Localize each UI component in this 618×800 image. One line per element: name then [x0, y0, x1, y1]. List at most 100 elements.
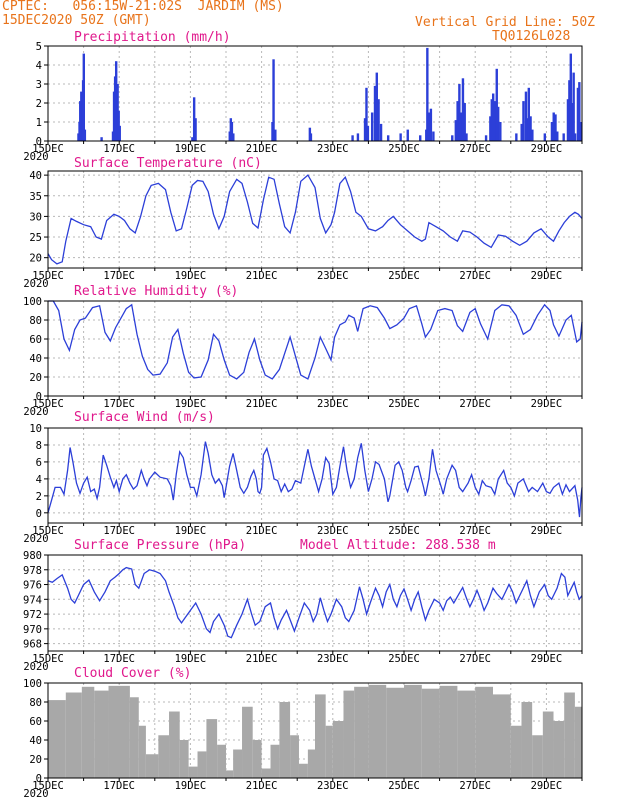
panel-6-ytick-label: 0	[36, 773, 42, 785]
panel-1-precip-bar	[419, 135, 422, 141]
panel-3-ytick-label: 20	[29, 372, 42, 384]
panel-6-ytick-label: 80	[29, 697, 42, 709]
panel-4-ytick-label: 10	[29, 423, 42, 435]
panel-6-cloud-bar	[188, 766, 198, 778]
panel-1-precip-bar	[571, 103, 574, 141]
panel-1-precip-bar	[272, 59, 275, 141]
panel-1-date-label: 25DEC	[388, 143, 420, 155]
panel-4-ytick-label: 2	[36, 491, 42, 503]
panel-6-ytick-label: 100	[23, 678, 42, 690]
panel-3-date-label: 29DEC	[531, 398, 563, 410]
panel-1-precip-bar	[579, 122, 582, 141]
panel-2-ytick-label: 40	[29, 170, 42, 182]
panel-4-date-label: 21DEC	[246, 525, 278, 537]
panel-6-year-label: 2020	[23, 788, 48, 800]
panel-3-date-label: 21DEC	[246, 398, 278, 410]
panel-6-cloud-bar	[158, 735, 170, 778]
panel-2-date-label: 21DEC	[246, 270, 278, 282]
panel-6-cloud-bar	[169, 711, 180, 778]
panel-1-precip-bar	[484, 135, 488, 141]
panel-1-precip-bar	[492, 93, 495, 141]
panel-6-cloud-bar	[261, 768, 271, 778]
panel-1-precip-bar	[399, 133, 402, 141]
panel-6-cloud-bar	[129, 697, 139, 778]
panel-1-precip-bar	[578, 82, 581, 141]
panel-6-cloud-bar	[510, 725, 522, 778]
panel-3-date-label: 23DEC	[317, 398, 349, 410]
panel-6-cloud-bar	[564, 692, 575, 778]
panel-6-cloud-bar	[325, 725, 333, 778]
panel-6-cloud-bar	[145, 754, 159, 778]
panel-1-precip-bar	[463, 103, 466, 141]
panel-1-ytick-label: 3	[36, 79, 42, 91]
panel-6-cloud-bar	[179, 740, 189, 778]
panel-1-precip-bar	[554, 114, 557, 141]
panel-1-precip-bar	[370, 112, 374, 141]
header-date-label: 15DEC2020 50Z (GMT)	[2, 13, 151, 28]
panel-1-precip-bar	[526, 118, 529, 141]
panel-6-cloud-bar	[94, 690, 109, 778]
panel-1-precip-bar	[576, 87, 580, 141]
panel-1-precip-bar	[459, 112, 463, 141]
header-model-label: TQ0126L028	[492, 29, 571, 44]
panel-1-precip-bar	[379, 123, 383, 141]
panel-6-ytick-label: 20	[29, 754, 42, 766]
panel-6-cloud-bar	[48, 700, 66, 778]
panel-2-date-label: 15DEC	[32, 270, 64, 282]
panel-5-ytick-label: 980	[23, 550, 42, 562]
panel-4-series-line	[47, 441, 583, 518]
panel-1-precip-bar	[377, 99, 380, 141]
panel-1-precip-bar	[495, 68, 498, 141]
panel-6-cloud-bar	[457, 690, 476, 778]
panel-1-precip-bar	[493, 101, 497, 141]
panel-1-precip-bar	[351, 135, 354, 141]
panel-2-frame	[47, 170, 583, 269]
panel-6-cloud-bar	[298, 763, 308, 778]
panel-6-cloud-bar	[421, 688, 440, 778]
panel-1-ytick-label: 4	[36, 60, 42, 72]
panel-6-title: Cloud Cover (%)	[74, 666, 191, 681]
panel-5-ytick-label: 978	[23, 565, 42, 577]
panel-1-precip-bar	[100, 137, 103, 141]
panel-6-cloud-bar	[574, 706, 582, 778]
panel-6-cloud-bar	[108, 685, 130, 778]
panel-1-precip-bar	[490, 99, 493, 141]
panel-1-precip-bar	[274, 129, 277, 141]
panel-6-cloud-bar	[532, 735, 543, 778]
panel-4-ytick-label: 0	[36, 508, 42, 520]
panel-6-cloud-bar	[242, 706, 253, 778]
panel-6-date-label: 15DEC	[32, 780, 64, 792]
panel-5-frame	[47, 554, 583, 652]
panel-5-ytick-label: 974	[23, 594, 42, 606]
panel-6-date-label: 19DEC	[175, 780, 207, 792]
panel-1-precip-bar	[191, 137, 194, 141]
panel-4-date-label: 15DEC	[32, 525, 64, 537]
panel-5-ytick-label: 972	[23, 609, 42, 621]
panel-5-date-label: 27DEC	[459, 653, 491, 665]
panel-1-ytick-label: 2	[36, 98, 42, 110]
panel-1-precip-bar	[566, 99, 570, 141]
panel-1-precip-bar	[363, 118, 367, 141]
panel-1-precip-bar	[489, 116, 492, 141]
panel-1-precip-bar	[515, 133, 518, 141]
panel-1-precip-bar	[496, 106, 500, 141]
panel-6-cloud-bar	[343, 690, 355, 778]
panel-1-date-label: 17DEC	[103, 143, 135, 155]
panel-1-date-label: 21DEC	[246, 143, 278, 155]
panel-3-ytick-label: 40	[29, 353, 42, 365]
panel-4-ytick-label: 8	[36, 440, 42, 452]
panel-2-ytick-label: 30	[29, 211, 42, 223]
panel-1-precip-bar	[118, 125, 121, 141]
panel-1-precip-bar	[531, 129, 534, 141]
panel-1-date-label: 19DEC	[175, 143, 207, 155]
panel-1-precip-bar	[406, 129, 409, 141]
panel-6-frame	[47, 682, 583, 779]
panel-3-date-label: 19DEC	[175, 398, 207, 410]
panel-1-title: Precipitation (mm/h)	[74, 30, 231, 45]
panel-4-date-label: 19DEC	[175, 525, 207, 537]
panel-6-cloud-bar	[65, 692, 82, 778]
panel-6-date-label: 17DEC	[103, 780, 135, 792]
panel-1-precip-bar	[230, 122, 234, 141]
panel-2-series-line	[47, 174, 583, 265]
panel-3-year-label: 2020	[23, 406, 48, 418]
